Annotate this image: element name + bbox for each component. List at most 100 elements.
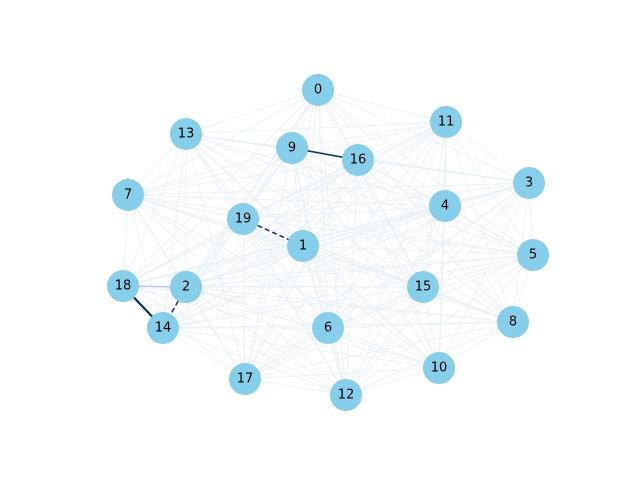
node-6: 6	[312, 312, 344, 344]
edge-8-16	[357, 159, 514, 323]
node-circle	[170, 118, 202, 150]
node-11: 11	[430, 106, 462, 138]
node-label: 8	[509, 315, 517, 330]
node-1: 1	[287, 230, 319, 262]
edge-9-15	[291, 147, 424, 288]
edge-15-16	[357, 159, 424, 288]
edge-10-16	[357, 159, 440, 369]
node-9: 9	[276, 132, 308, 164]
edge-16-17	[244, 159, 359, 380]
edge-13-16	[185, 133, 359, 161]
edge-13-15	[185, 133, 424, 288]
edge-14-17	[162, 327, 246, 380]
edge-4-12	[345, 205, 446, 396]
edge-5-14	[162, 254, 534, 329]
node-5: 5	[517, 239, 549, 271]
edge-10-11	[438, 121, 447, 369]
node-label: 19	[235, 212, 252, 227]
node-13: 13	[170, 118, 202, 150]
node-19: 19	[227, 203, 259, 235]
node-circle	[407, 271, 439, 303]
node-10: 10	[423, 352, 455, 384]
edge-6-10	[327, 327, 440, 369]
edge-11-17	[244, 121, 447, 380]
edge-6-18	[122, 285, 329, 329]
node-circle	[430, 106, 462, 138]
edge-11-19	[242, 121, 447, 220]
node-label: 11	[438, 115, 455, 130]
node-4: 4	[429, 190, 461, 222]
edge-14-16	[162, 159, 359, 329]
edge-8-17	[244, 321, 514, 380]
node-12: 12	[330, 379, 362, 411]
edge-0-17	[244, 89, 319, 380]
edge-10-19	[242, 218, 440, 369]
edge-1-16	[302, 159, 359, 247]
edge-12-18	[122, 285, 347, 396]
node-circle	[107, 270, 139, 302]
edge-15-19	[242, 218, 424, 288]
node-label: 12	[338, 388, 355, 403]
edge-3-14	[162, 182, 530, 329]
node-0: 0	[302, 74, 334, 106]
edge-0-2	[185, 89, 319, 288]
edge-5-17	[244, 254, 534, 380]
edge-10-17	[244, 367, 440, 380]
edge-12-16	[345, 159, 359, 396]
node-18: 18	[107, 270, 139, 302]
edge-4-6	[327, 205, 446, 329]
node-circle	[429, 190, 461, 222]
edge-4-7	[127, 194, 446, 207]
edge-11-12	[345, 121, 447, 396]
edge-9-10	[291, 147, 440, 369]
edge-3-16	[357, 159, 530, 184]
node-2: 2	[170, 271, 202, 303]
node-label: 9	[288, 141, 296, 156]
edge-6-7	[127, 194, 329, 329]
edge-0-5	[317, 89, 534, 256]
edge-7-10	[127, 194, 440, 369]
node-16: 16	[342, 144, 374, 176]
node-circle	[276, 132, 308, 164]
node-label: 10	[431, 361, 448, 376]
node-label: 15	[415, 280, 432, 295]
edge-6-17	[244, 327, 329, 380]
node-circle	[147, 312, 179, 344]
node-circle	[497, 306, 529, 338]
edge-6-13	[185, 133, 329, 329]
edge-4-14	[162, 205, 446, 329]
edge-8-11	[445, 121, 514, 323]
edge-16-19	[242, 159, 359, 220]
edge-8-13	[185, 133, 514, 323]
node-label: 17	[237, 372, 254, 387]
edge-12-17	[244, 378, 347, 396]
node-label: 14	[155, 321, 172, 336]
edge-7-16	[127, 159, 359, 196]
node-label: 0	[314, 83, 322, 98]
edge-0-7	[127, 89, 319, 196]
node-circle	[229, 363, 261, 395]
edge-18-19	[122, 218, 244, 287]
faint-edge-layer	[122, 89, 534, 396]
node-7: 7	[112, 179, 144, 211]
edge-3-7	[127, 182, 530, 196]
node-circle	[342, 144, 374, 176]
edge-8-9	[291, 147, 514, 323]
edge-10-18	[122, 285, 440, 369]
edge-7-9	[127, 147, 293, 196]
edge-9-11	[291, 121, 447, 149]
node-8: 8	[497, 306, 529, 338]
edge-12-13	[185, 133, 347, 396]
node-label: 4	[441, 199, 449, 214]
edge-14-19	[162, 218, 244, 329]
edge-5-9	[291, 147, 534, 256]
node-label: 3	[525, 176, 533, 191]
node-circle	[302, 74, 334, 106]
edge-4-8	[444, 205, 514, 323]
node-label: 2	[182, 280, 190, 295]
edge-9-18	[122, 147, 293, 287]
edge-11-14	[162, 121, 447, 329]
edge-13-18	[122, 133, 187, 287]
